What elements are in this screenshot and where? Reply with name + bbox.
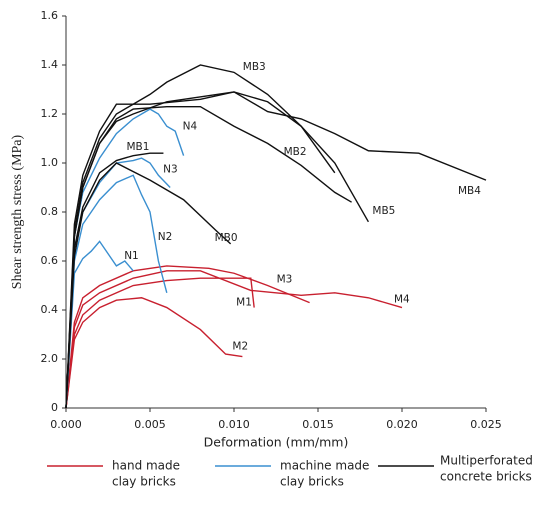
series-label: M2	[232, 341, 248, 353]
series-label: MB2	[284, 146, 307, 158]
legend-label: clay bricks	[280, 475, 344, 489]
series-label: M4	[394, 294, 410, 306]
series-line	[65, 297, 243, 409]
series-label: MB1	[126, 141, 149, 153]
y-tick-label: 0	[51, 401, 58, 414]
legend-label: Multiperforated	[440, 454, 533, 468]
x-tick-label: 0.015	[302, 418, 334, 431]
y-tick-label: 2.0	[41, 352, 59, 365]
y-axis-title: Shear strength stress (MPa)	[10, 134, 25, 289]
series-label: N1	[124, 250, 139, 262]
y-tick-label: 1.6	[41, 9, 59, 22]
x-tick-label: 0.020	[386, 418, 418, 431]
series-line	[65, 265, 310, 409]
series-line	[65, 91, 370, 409]
series-label: N2	[158, 231, 173, 243]
series-line	[65, 174, 168, 409]
series-line	[65, 64, 336, 409]
series-line	[65, 152, 164, 409]
series-label: N3	[163, 164, 178, 176]
y-tick-label: 1.4	[41, 58, 59, 71]
legend-label: concrete bricks	[440, 470, 532, 484]
x-tick-label: 0.000	[50, 418, 82, 431]
series-line	[65, 105, 352, 409]
y-tick-label: 1.0	[41, 156, 59, 169]
y-tick-label: 0.6	[41, 254, 59, 267]
x-tick-label: 0.010	[218, 418, 250, 431]
series-label: M1	[236, 297, 252, 309]
legend-label: machine made	[280, 459, 369, 473]
x-tick-label: 0.005	[134, 418, 166, 431]
x-axis-title: Deformation (mm/mm)	[204, 435, 349, 450]
series-label: N4	[183, 121, 198, 133]
series-line	[65, 270, 403, 409]
series-line	[65, 91, 487, 409]
y-tick-label: 1.2	[41, 107, 59, 120]
series-label: MB4	[458, 185, 481, 197]
x-tick-label: 0.025	[470, 418, 502, 431]
y-tick-label: 0.8	[41, 205, 59, 218]
series-line	[65, 277, 255, 409]
series-label: MB0	[215, 232, 238, 244]
series-line	[65, 162, 232, 409]
y-tick-label: 0.4	[41, 303, 59, 316]
series-label: MB5	[372, 205, 395, 217]
series-label: MB3	[243, 61, 266, 73]
legend-label: hand made	[112, 459, 180, 473]
series-label: M3	[277, 274, 293, 286]
legend-label: clay bricks	[112, 475, 176, 489]
series-line	[65, 240, 134, 409]
